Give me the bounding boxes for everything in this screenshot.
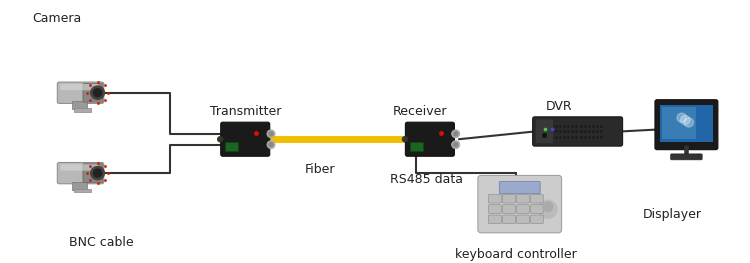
FancyBboxPatch shape bbox=[655, 100, 718, 150]
FancyBboxPatch shape bbox=[61, 84, 98, 90]
FancyBboxPatch shape bbox=[503, 194, 515, 203]
FancyBboxPatch shape bbox=[72, 102, 87, 109]
Circle shape bbox=[542, 201, 553, 212]
FancyBboxPatch shape bbox=[530, 215, 543, 224]
Circle shape bbox=[269, 132, 273, 136]
Circle shape bbox=[267, 141, 275, 149]
Circle shape bbox=[91, 86, 104, 99]
FancyBboxPatch shape bbox=[517, 194, 530, 203]
FancyBboxPatch shape bbox=[57, 82, 104, 103]
FancyBboxPatch shape bbox=[406, 122, 454, 156]
FancyBboxPatch shape bbox=[57, 163, 104, 184]
Text: Receiver: Receiver bbox=[393, 105, 448, 118]
Circle shape bbox=[402, 136, 408, 142]
FancyBboxPatch shape bbox=[530, 205, 543, 213]
FancyBboxPatch shape bbox=[220, 122, 270, 156]
Text: Camera: Camera bbox=[33, 12, 82, 25]
FancyBboxPatch shape bbox=[660, 105, 712, 142]
FancyBboxPatch shape bbox=[488, 194, 501, 203]
Circle shape bbox=[452, 130, 460, 138]
FancyBboxPatch shape bbox=[542, 133, 547, 138]
FancyBboxPatch shape bbox=[500, 181, 540, 194]
Circle shape bbox=[454, 132, 458, 136]
Circle shape bbox=[677, 113, 686, 122]
FancyBboxPatch shape bbox=[225, 142, 238, 151]
Text: Fiber: Fiber bbox=[305, 163, 336, 176]
FancyBboxPatch shape bbox=[532, 117, 622, 146]
Circle shape bbox=[454, 143, 458, 147]
FancyBboxPatch shape bbox=[517, 205, 530, 213]
FancyBboxPatch shape bbox=[530, 194, 543, 203]
FancyBboxPatch shape bbox=[536, 120, 553, 143]
FancyBboxPatch shape bbox=[74, 189, 91, 192]
FancyBboxPatch shape bbox=[503, 205, 515, 213]
Text: Transmitter: Transmitter bbox=[210, 105, 282, 118]
FancyBboxPatch shape bbox=[72, 182, 87, 190]
Circle shape bbox=[94, 89, 102, 97]
FancyBboxPatch shape bbox=[488, 215, 501, 224]
Circle shape bbox=[91, 166, 104, 180]
Circle shape bbox=[680, 115, 690, 125]
FancyBboxPatch shape bbox=[83, 83, 103, 102]
FancyBboxPatch shape bbox=[488, 205, 501, 213]
FancyBboxPatch shape bbox=[83, 164, 103, 183]
Text: keyboard controller: keyboard controller bbox=[454, 248, 577, 261]
FancyBboxPatch shape bbox=[503, 215, 515, 224]
FancyBboxPatch shape bbox=[410, 142, 423, 151]
Circle shape bbox=[538, 200, 557, 219]
Text: Displayer: Displayer bbox=[643, 208, 701, 221]
Circle shape bbox=[452, 141, 460, 149]
Circle shape bbox=[684, 118, 694, 127]
Text: RS485 data: RS485 data bbox=[390, 173, 463, 186]
Circle shape bbox=[94, 169, 102, 177]
Text: BNC cable: BNC cable bbox=[68, 236, 134, 249]
Circle shape bbox=[217, 136, 223, 142]
FancyBboxPatch shape bbox=[670, 154, 702, 160]
FancyBboxPatch shape bbox=[74, 108, 91, 112]
Circle shape bbox=[269, 143, 273, 147]
FancyBboxPatch shape bbox=[662, 107, 696, 139]
FancyBboxPatch shape bbox=[478, 175, 562, 233]
FancyBboxPatch shape bbox=[61, 164, 98, 171]
FancyBboxPatch shape bbox=[517, 215, 530, 224]
Text: DVR: DVR bbox=[546, 99, 572, 113]
Circle shape bbox=[267, 130, 275, 138]
